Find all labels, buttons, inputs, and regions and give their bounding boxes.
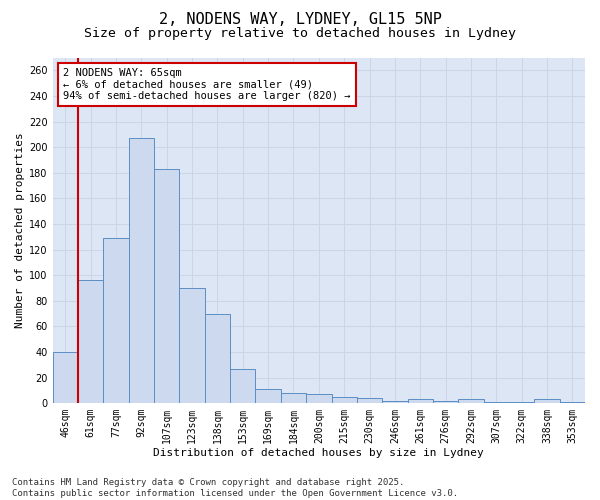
Bar [230, 368, 256, 403]
Bar [407, 400, 433, 403]
Bar [281, 393, 306, 403]
Bar [179, 288, 205, 403]
Text: Contains HM Land Registry data © Crown copyright and database right 2025.
Contai: Contains HM Land Registry data © Crown c… [12, 478, 458, 498]
Bar [382, 400, 407, 403]
Bar [433, 400, 458, 403]
Bar [129, 138, 154, 403]
Bar [256, 389, 281, 403]
Y-axis label: Number of detached properties: Number of detached properties [15, 132, 25, 328]
Bar [560, 402, 585, 403]
Bar [53, 352, 78, 403]
Bar [357, 398, 382, 403]
Text: 2, NODENS WAY, LYDNEY, GL15 5NP: 2, NODENS WAY, LYDNEY, GL15 5NP [158, 12, 442, 28]
Bar [332, 397, 357, 403]
Bar [509, 402, 535, 403]
Bar [458, 400, 484, 403]
X-axis label: Distribution of detached houses by size in Lydney: Distribution of detached houses by size … [154, 448, 484, 458]
Bar [484, 402, 509, 403]
Bar [103, 238, 129, 403]
Text: Size of property relative to detached houses in Lydney: Size of property relative to detached ho… [84, 28, 516, 40]
Bar [535, 400, 560, 403]
Bar [154, 169, 179, 403]
Bar [306, 394, 332, 403]
Text: 2 NODENS WAY: 65sqm
← 6% of detached houses are smaller (49)
94% of semi-detache: 2 NODENS WAY: 65sqm ← 6% of detached hou… [63, 68, 351, 101]
Bar [78, 280, 103, 403]
Bar [205, 314, 230, 403]
